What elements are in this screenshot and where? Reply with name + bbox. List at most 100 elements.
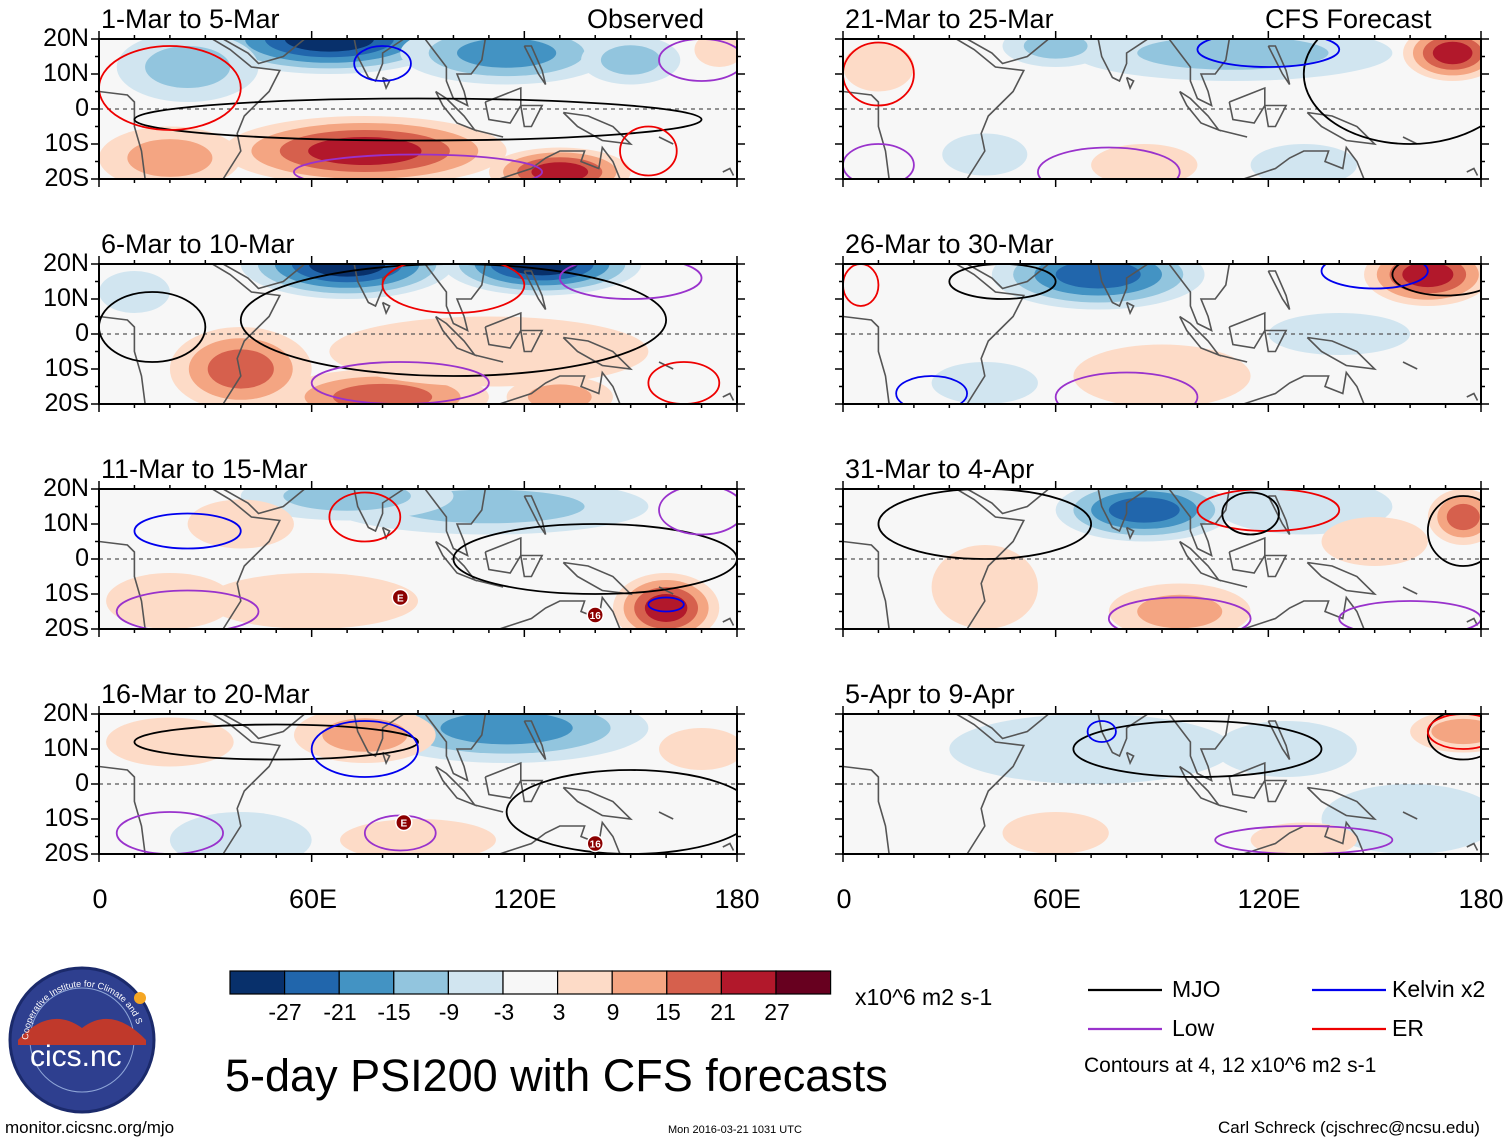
anomaly-fill bbox=[284, 39, 375, 52]
cb-tick-8: 15 bbox=[655, 999, 681, 1025]
y-tick-label: 10N bbox=[43, 509, 89, 537]
coastline bbox=[424, 489, 487, 557]
coastline bbox=[520, 554, 544, 578]
coastline bbox=[843, 489, 1026, 629]
colorbar-swatch-3 bbox=[338, 970, 395, 995]
anomaly-fill bbox=[1250, 822, 1357, 854]
coastline bbox=[843, 540, 890, 629]
coastline bbox=[1218, 579, 1248, 588]
er-contour bbox=[381, 264, 526, 314]
map-panel-8 bbox=[835, 706, 1489, 862]
y-tick-label: 10N bbox=[43, 59, 89, 87]
mjo-contour bbox=[1391, 264, 1481, 297]
anomaly-fill bbox=[1091, 144, 1198, 179]
storm-marker-symbol bbox=[391, 588, 410, 607]
coastline bbox=[222, 714, 306, 740]
coastline bbox=[520, 104, 544, 128]
coastline bbox=[1218, 354, 1248, 363]
kelvin-contour bbox=[895, 375, 968, 404]
coastline bbox=[523, 45, 547, 85]
coastline bbox=[1218, 129, 1248, 138]
cb-tick-3: -15 bbox=[377, 999, 411, 1025]
panel-title-2: 6-Mar to 10-Mar bbox=[101, 229, 295, 259]
map-panel-1 bbox=[91, 31, 745, 187]
coastline bbox=[658, 811, 674, 820]
coastline bbox=[1267, 45, 1291, 85]
coastline bbox=[843, 315, 890, 404]
low-contour bbox=[310, 361, 490, 404]
coastline bbox=[722, 392, 735, 401]
mjo-contour bbox=[239, 264, 667, 377]
er-contour bbox=[1196, 489, 1341, 532]
coastline bbox=[222, 489, 306, 515]
x-tick-180-right: 180 bbox=[1458, 884, 1504, 914]
y-tick-label: 0 bbox=[75, 94, 89, 122]
anomaly-fill bbox=[1446, 503, 1480, 531]
anomaly-fill bbox=[931, 362, 1038, 404]
coastline bbox=[1306, 111, 1377, 146]
panel-title-1: 1-Mar to 5-Mar bbox=[101, 4, 280, 34]
y-tick-label: 10N bbox=[43, 284, 89, 312]
cb-tick-9: 21 bbox=[710, 999, 736, 1025]
coastline bbox=[99, 315, 146, 404]
legend-label-er: ER bbox=[1392, 1015, 1424, 1041]
y-tick-label: 0 bbox=[75, 769, 89, 797]
low-contour bbox=[1037, 146, 1181, 179]
coastline bbox=[1466, 167, 1479, 176]
coastline bbox=[99, 90, 146, 179]
coastline bbox=[562, 111, 633, 146]
storm-marker-symbol bbox=[395, 813, 413, 832]
coastline bbox=[562, 336, 633, 371]
colorbar-swatch-4 bbox=[393, 970, 449, 995]
map-panel-3 bbox=[91, 481, 745, 637]
legend-label-kelvin: Kelvin x2 bbox=[1392, 976, 1486, 1002]
colorbar-swatch-7 bbox=[556, 970, 613, 995]
low-contour bbox=[658, 39, 737, 82]
anomaly-fill bbox=[531, 162, 589, 179]
y-tick-label: 10S bbox=[44, 579, 89, 607]
panel-title-5: 21-Mar to 25-Mar bbox=[845, 4, 1054, 34]
coastline bbox=[499, 820, 621, 854]
coastline bbox=[222, 39, 306, 65]
y-tick-label: 10S bbox=[44, 804, 89, 832]
coastline bbox=[722, 617, 735, 626]
coastline bbox=[966, 264, 1050, 290]
colorbar-swatch-2 bbox=[284, 970, 340, 995]
kelvin-contour bbox=[647, 596, 685, 613]
coastline bbox=[99, 489, 282, 629]
y-tick-label: 20N bbox=[43, 699, 89, 727]
y-tick-label: 0 bbox=[75, 319, 89, 347]
colorbar-swatch-6 bbox=[502, 970, 559, 995]
legend bbox=[1088, 988, 1386, 1031]
mjo-contour bbox=[133, 97, 703, 142]
coastline bbox=[99, 765, 146, 854]
coastline bbox=[381, 301, 391, 316]
coastline bbox=[1466, 842, 1479, 851]
anomaly-fill bbox=[1431, 718, 1481, 745]
anomaly-fill bbox=[340, 819, 496, 854]
x-tick-60e-right: 60E bbox=[1032, 884, 1082, 914]
er-contour bbox=[1426, 714, 1481, 750]
coastline bbox=[966, 489, 1050, 515]
coastline bbox=[474, 579, 504, 588]
coastline bbox=[966, 39, 1050, 65]
anomaly-fill bbox=[600, 45, 661, 75]
coastline bbox=[1267, 270, 1291, 310]
map-panels: E 16 E 16 bbox=[91, 31, 1489, 862]
anomaly-fill bbox=[1023, 39, 1088, 59]
colorbar-swatch-10 bbox=[720, 970, 777, 995]
cb-tick-2: -21 bbox=[323, 999, 357, 1025]
coastline bbox=[966, 714, 1050, 740]
storm-marker: E bbox=[395, 813, 413, 832]
er-contour bbox=[619, 125, 678, 177]
colorbar-swatch-5 bbox=[447, 970, 504, 995]
coastline bbox=[99, 714, 282, 854]
coastline bbox=[562, 786, 633, 821]
storm-marker: 16 bbox=[586, 606, 604, 624]
low-contour bbox=[115, 589, 260, 629]
map-panel-2 bbox=[91, 256, 745, 412]
coastline bbox=[520, 329, 544, 353]
panel-tag-forecast: CFS Forecast bbox=[1265, 4, 1432, 34]
legend-label-mjo: MJO bbox=[1172, 976, 1221, 1002]
mjo-contour bbox=[1221, 491, 1280, 536]
